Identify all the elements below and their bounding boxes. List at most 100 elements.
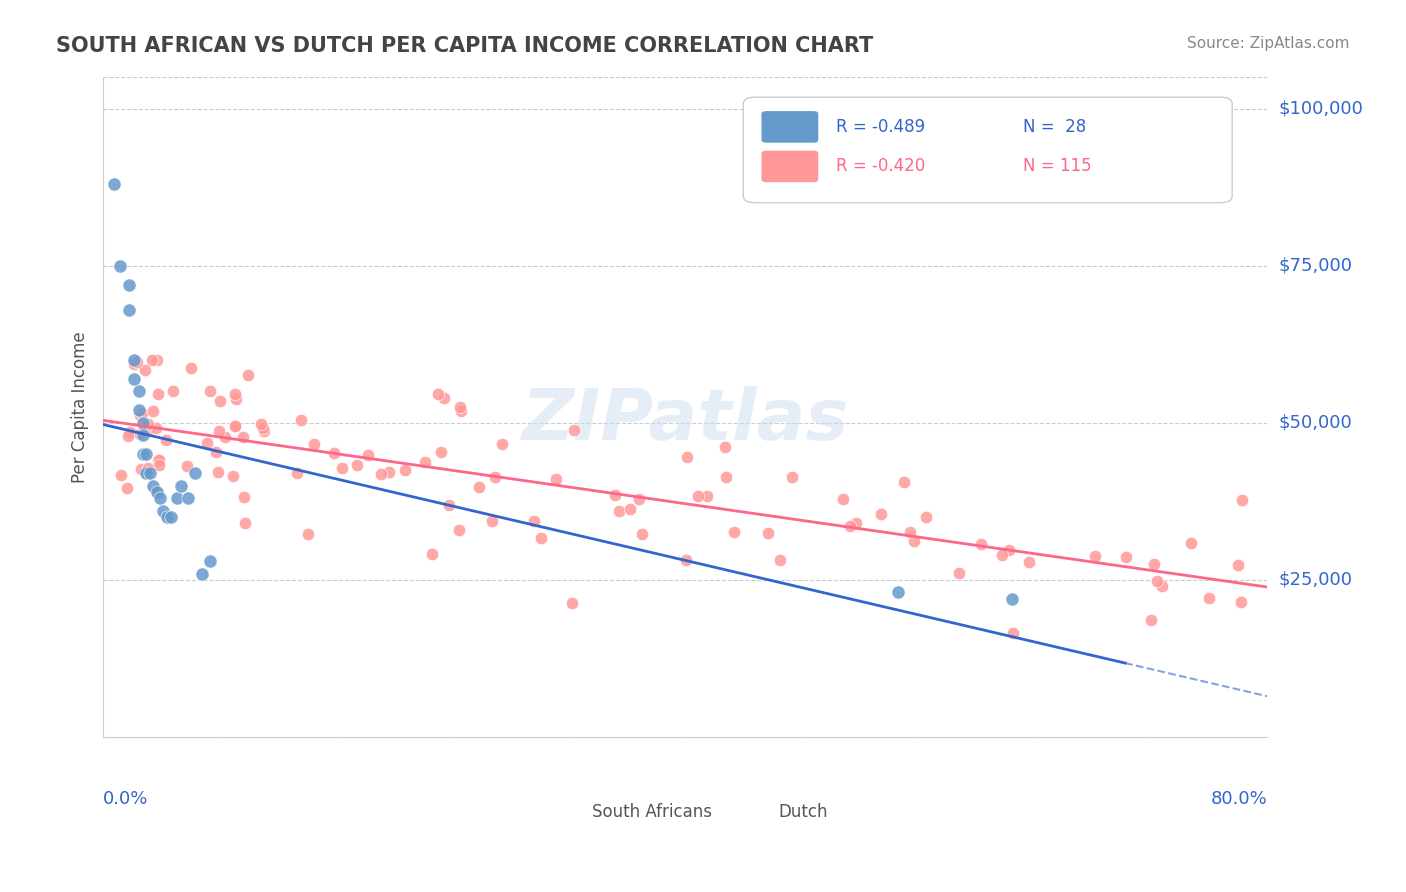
Point [357,448,380,462]
Point [224,418,246,433]
Point [631,527,654,541]
FancyBboxPatch shape [540,773,592,806]
Point [148,453,170,467]
Point [160,510,183,524]
Point [378,465,401,479]
Point [839,518,862,533]
Point [437,498,460,512]
Text: N = 115: N = 115 [1022,158,1091,176]
Point [420,547,443,561]
Text: Dutch: Dutch [779,803,828,821]
Point [224,386,246,401]
Point [118,277,141,292]
Point [322,446,344,460]
Point [139,466,162,480]
Point [887,585,910,599]
Point [132,428,155,442]
Point [122,357,145,371]
Point [449,400,471,414]
Point [198,554,221,568]
Point [370,467,392,481]
Point [132,416,155,430]
Point [110,467,132,482]
Point [233,516,256,530]
Point [134,362,156,376]
Point [898,525,921,540]
Point [141,353,163,368]
Text: Source: ZipAtlas.com: Source: ZipAtlas.com [1187,36,1350,51]
Point [156,510,179,524]
Point [893,475,915,490]
Point [948,566,970,580]
Point [1139,613,1161,627]
Point [214,429,236,443]
Text: N =  28: N = 28 [1022,118,1085,136]
Text: 0.0%: 0.0% [103,789,149,807]
Text: $75,000: $75,000 [1278,257,1353,275]
Point [131,462,153,476]
Point [135,466,157,480]
Point [166,491,188,505]
Text: R = -0.420: R = -0.420 [837,158,925,176]
Point [1115,550,1137,565]
Y-axis label: Per Capita Income: Per Capita Income [72,331,89,483]
Text: $25,000: $25,000 [1278,571,1353,589]
Point [148,485,170,500]
Point [145,421,167,435]
Point [204,444,226,458]
Point [128,409,150,423]
Point [120,425,142,440]
Point [222,468,245,483]
Point [1227,558,1250,572]
Point [250,417,273,432]
Point [136,460,159,475]
Point [148,387,170,401]
Point [780,469,803,483]
Point [1000,591,1022,606]
Point [124,353,146,368]
Point [991,548,1014,562]
Point [180,361,202,376]
Point [252,421,274,435]
Point [1018,555,1040,569]
Point [845,516,868,530]
Point [970,536,993,550]
Point [1001,625,1024,640]
Point [208,393,231,408]
Point [128,384,150,399]
Point [447,523,470,537]
FancyBboxPatch shape [761,111,818,144]
Text: ZIPatlas: ZIPatlas [522,386,849,455]
Point [1230,595,1253,609]
Point [628,491,651,506]
Point [176,458,198,473]
Point [330,460,353,475]
Point [302,437,325,451]
Point [484,470,506,484]
Point [136,417,159,432]
Point [561,596,583,610]
Point [236,368,259,382]
Point [769,553,792,567]
Point [142,404,165,418]
Point [191,566,214,581]
Point [426,387,449,401]
Point [546,472,568,486]
Point [346,458,368,473]
Point [135,447,157,461]
Point [1084,549,1107,563]
Point [619,501,641,516]
Point [124,372,146,386]
Point [117,481,139,495]
Point [290,413,312,427]
Point [117,429,139,443]
Point [285,466,308,480]
Point [155,433,177,447]
Point [132,447,155,461]
Point [1152,579,1174,593]
Point [184,466,207,480]
Point [1198,591,1220,605]
Point [430,444,453,458]
Point [1146,574,1168,589]
Text: $100,000: $100,000 [1278,100,1364,118]
